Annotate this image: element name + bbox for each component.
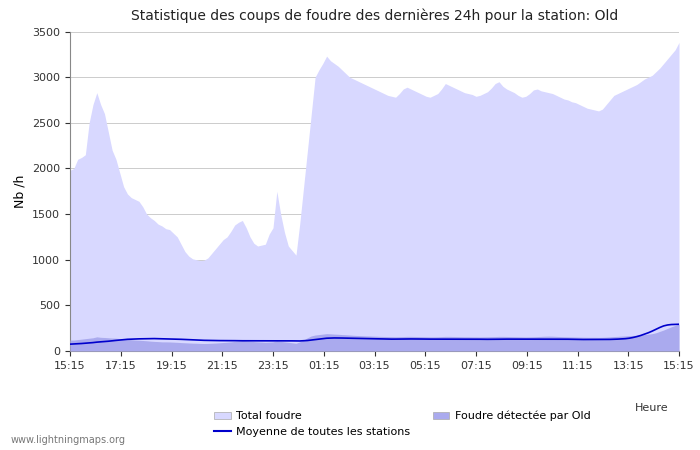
Legend: Total foudre, Moyenne de toutes les stations, Foudre détectée par Old: Total foudre, Moyenne de toutes les stat… (209, 406, 595, 441)
Text: Heure: Heure (635, 403, 668, 413)
Title: Statistique des coups de foudre des dernières 24h pour la station: Old: Statistique des coups de foudre des dern… (131, 9, 618, 23)
Text: www.lightningmaps.org: www.lightningmaps.org (10, 435, 125, 445)
Y-axis label: Nb /h: Nb /h (13, 175, 27, 208)
